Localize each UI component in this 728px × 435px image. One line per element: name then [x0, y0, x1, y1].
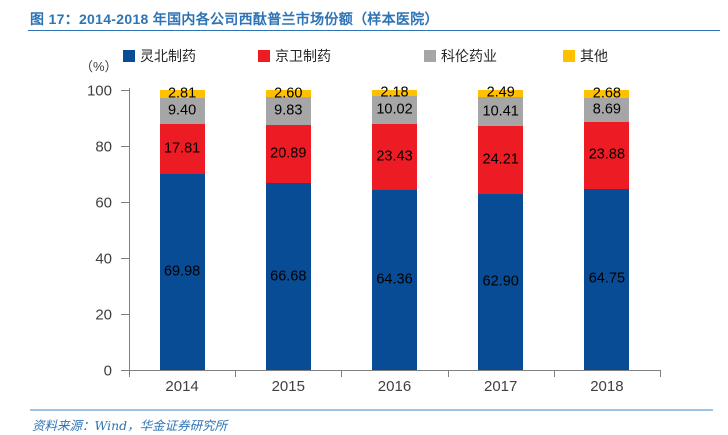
- bar-segment: [584, 97, 630, 122]
- x-axis-category-label: 2014: [165, 378, 199, 395]
- y-axis-tick-label: 0: [103, 362, 112, 379]
- bar-value-label: 2.68: [592, 85, 621, 102]
- bar-value-label: 23.88: [588, 146, 626, 163]
- bar-value-label: 8.69: [592, 101, 621, 118]
- chart-legend: 灵北制药 京卫制药 科伦药业 其他: [0, 47, 728, 65]
- x-axis-tick: [447, 370, 449, 377]
- y-axis-tick: [121, 90, 129, 91]
- legend-item-3: 科伦药业: [424, 47, 497, 65]
- bar-segment: [584, 121, 630, 189]
- bar-value-label: 2.49: [486, 84, 515, 101]
- bar-segment: [265, 124, 311, 184]
- bar-segment: [478, 89, 524, 97]
- y-axis-tick: [121, 202, 129, 203]
- bar-value-label: 24.21: [482, 151, 519, 168]
- x-axis-category-label: 2018: [590, 378, 624, 395]
- legend-label: 其他: [580, 48, 608, 64]
- chart-title: 图 17：2014-2018 年国内各公司西酞普兰市场份额（样本医院）: [30, 11, 439, 27]
- bar-value-label: 17.81: [163, 140, 201, 157]
- x-axis-category-label: 2017: [484, 378, 518, 395]
- x-axis-tick: [341, 370, 343, 377]
- bar-segment: [159, 124, 205, 175]
- source-note: 资料来源：Wind，华金证券研究所: [32, 418, 228, 433]
- bar-value-label: 9.40: [167, 102, 197, 119]
- bar-value-label: 69.98: [163, 263, 201, 280]
- title-underline: [28, 30, 720, 31]
- bar-segment: [584, 188, 630, 370]
- bar-segment: [478, 126, 524, 194]
- bar-segment: [478, 96, 524, 127]
- x-axis-line: [129, 370, 661, 371]
- bar-segment: [372, 90, 417, 97]
- legend-swatch-icon: [258, 50, 270, 62]
- y-axis-tick-label: 40: [95, 250, 112, 267]
- y-axis-tick-label: 80: [95, 138, 112, 155]
- legend-label: 京卫制药: [275, 48, 331, 64]
- legend-label: 科伦药业: [441, 48, 497, 64]
- bar-value-label: 23.43: [376, 148, 413, 165]
- bar-segment: [372, 189, 417, 370]
- legend-swatch-icon: [123, 50, 135, 62]
- legend-swatch-icon: [424, 50, 436, 62]
- legend-swatch-icon: [563, 50, 575, 62]
- bar-value-label: 2.81: [167, 85, 197, 102]
- bar-value-label: 64.75: [588, 270, 626, 287]
- bar-value-label: 10.41: [482, 103, 519, 120]
- bar-value-label: 10.02: [376, 101, 413, 118]
- bar-value-label: 9.83: [274, 102, 303, 119]
- y-axis-tick: [121, 314, 129, 315]
- x-axis-tick: [553, 370, 555, 377]
- x-axis-tick: [235, 370, 237, 377]
- footer-divider: [30, 409, 713, 411]
- bar-segment: [265, 90, 311, 98]
- bar-value-label: 2.18: [380, 84, 409, 101]
- bar-segment: [159, 90, 205, 98]
- y-axis-tick: [121, 146, 129, 147]
- bar-segment: [372, 124, 417, 190]
- bar-segment: [584, 90, 630, 98]
- y-axis-tick: [121, 370, 129, 371]
- x-axis-tick: [129, 370, 130, 377]
- legend-item-4: 其他: [563, 47, 608, 65]
- bar-segment: [159, 97, 205, 125]
- bar-value-label: 62.90: [482, 273, 519, 290]
- x-axis-tick: [660, 370, 661, 377]
- y-axis-tick-label: 20: [95, 306, 112, 323]
- bar-value-label: 20.89: [270, 145, 307, 162]
- bar-segment: [265, 97, 311, 125]
- x-axis-category-label: 2015: [271, 378, 305, 395]
- legend-item-1: 灵北制药: [123, 47, 196, 65]
- bar-segment: [372, 96, 417, 125]
- legend-label: 灵北制药: [140, 48, 196, 64]
- bar-segment: [478, 193, 524, 370]
- y-axis-unit-label: （%）: [80, 59, 118, 74]
- y-axis-tick-label: 100: [86, 82, 112, 99]
- y-axis-line: [129, 88, 130, 371]
- bar-value-label: 66.68: [270, 268, 307, 285]
- y-axis-tick: [121, 258, 129, 259]
- bar-segment: [159, 174, 205, 370]
- bar-segment: [265, 183, 311, 370]
- bar-value-label: 2.60: [274, 85, 303, 102]
- x-axis-category-label: 2016: [377, 378, 412, 395]
- y-axis-tick-label: 60: [95, 194, 112, 211]
- bar-value-label: 64.36: [376, 271, 413, 288]
- legend-item-2: 京卫制药: [258, 47, 331, 65]
